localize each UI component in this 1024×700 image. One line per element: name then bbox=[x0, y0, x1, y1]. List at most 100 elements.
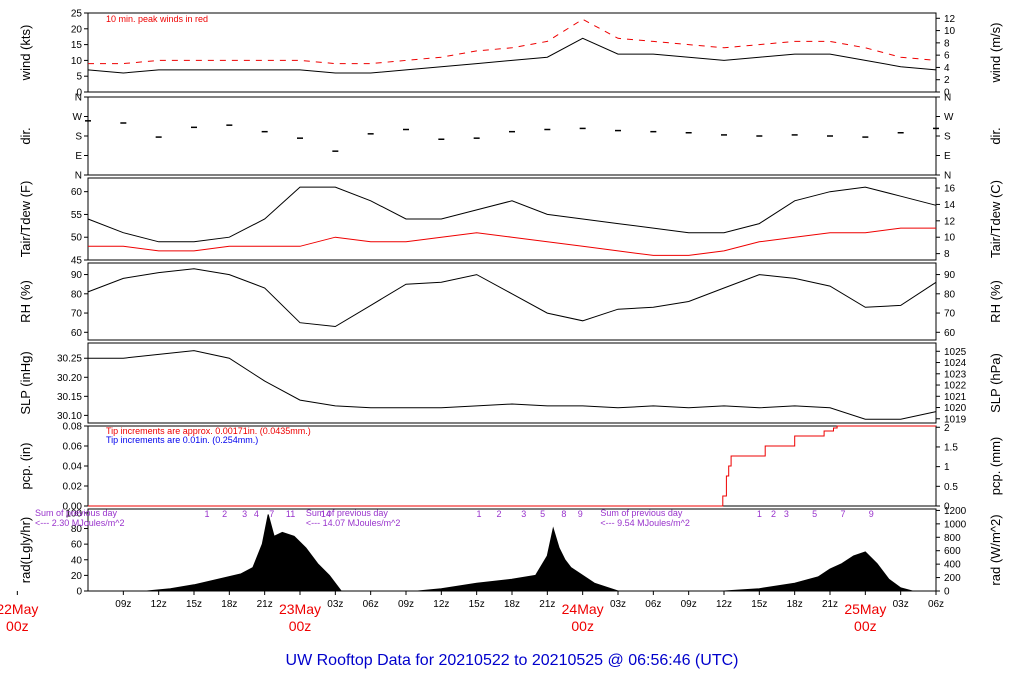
left-tick-label-dir: E bbox=[75, 151, 82, 162]
hour-mark: 1 bbox=[757, 509, 762, 519]
right-tick-label-wind: 0 bbox=[944, 88, 950, 99]
x-tick-label: 15z bbox=[469, 599, 485, 610]
left-tick-label-rad: 20 bbox=[71, 571, 83, 582]
hour-mark: 3 bbox=[784, 509, 789, 519]
x-tick-label: 12z bbox=[716, 599, 732, 610]
left-tick-label-pcp: 0.02 bbox=[63, 482, 83, 493]
tip-note-1: Tip increments are 0.01in. (0.254mm.) bbox=[106, 435, 258, 445]
ylabel-right-rad: rad (W/m^2) bbox=[988, 514, 1003, 585]
ylabel-right-rh: RH (%) bbox=[988, 280, 1003, 323]
day-label-hour: 00z bbox=[6, 618, 29, 634]
day-label-hour: 00z bbox=[854, 618, 877, 634]
hour-mark: 8 bbox=[561, 509, 566, 519]
left-tick-label-wind: 20 bbox=[71, 24, 83, 35]
hour-mark: 7 bbox=[269, 509, 274, 519]
left-tick-label-slp: 30.20 bbox=[57, 373, 82, 384]
right-tick-label-dir: N bbox=[944, 93, 951, 104]
right-tick-label-dir: S bbox=[944, 132, 951, 143]
right-tick-label-dir: E bbox=[944, 151, 951, 162]
series-direction bbox=[85, 120, 939, 152]
right-tick-label-rad: 1200 bbox=[944, 506, 967, 517]
hour-mark: 14 bbox=[321, 509, 331, 519]
left-tick-label-temp: 50 bbox=[71, 233, 83, 244]
panel-frame-dir bbox=[87, 96, 937, 176]
left-tick-label-rh: 90 bbox=[71, 270, 83, 281]
left-tick-label-slp: 30.15 bbox=[57, 392, 82, 403]
right-tick-label-wind: 4 bbox=[944, 63, 950, 74]
x-tick-label: 21z bbox=[257, 599, 273, 610]
hour-mark: 1 bbox=[477, 509, 482, 519]
panel-frame-rad bbox=[87, 508, 937, 592]
left-tick-label-rad: 0 bbox=[76, 587, 82, 598]
right-tick-label-slp: 1023 bbox=[944, 369, 967, 380]
left-tick-label-pcp: 0.06 bbox=[63, 442, 83, 453]
series-SLP bbox=[88, 350, 937, 420]
right-tick-label-rad: 200 bbox=[944, 573, 961, 584]
annotation-wind: 10 min. peak winds in red bbox=[106, 14, 208, 24]
x-tick-label: 18z bbox=[787, 599, 803, 610]
x-tick-label: 15z bbox=[751, 599, 767, 610]
right-tick-label-dir: W bbox=[944, 112, 954, 123]
left-tick-label-wind: 25 bbox=[71, 9, 83, 20]
hour-mark: 4 bbox=[254, 509, 259, 519]
right-tick-label-slp: 1025 bbox=[944, 347, 967, 358]
right-tick-label-temp: 12 bbox=[944, 216, 956, 227]
ylabel-left-wind: wind (kts) bbox=[18, 25, 33, 82]
radiation-sum-note: Sum of previous day bbox=[306, 508, 389, 518]
page-title: UW Rooftop Data for 20210522 to 20210525… bbox=[286, 652, 739, 669]
left-tick-label-rad: 60 bbox=[71, 540, 83, 551]
hour-mark: 9 bbox=[869, 509, 874, 519]
panel-frame-slp bbox=[87, 342, 937, 424]
right-tick-label-slp: 1021 bbox=[944, 392, 967, 403]
left-tick-label-temp: 60 bbox=[71, 187, 83, 198]
right-tick-label-slp: 1024 bbox=[944, 358, 967, 369]
x-tick-label: 21z bbox=[822, 599, 838, 610]
ylabel-right-wind: wind (m/s) bbox=[988, 23, 1003, 84]
x-tick-label: 06z bbox=[363, 599, 379, 610]
x-tick-label: 18z bbox=[504, 599, 520, 610]
radiation-sum-note: <--- 9.54 MJoules/m^2 bbox=[600, 518, 690, 528]
ylabel-right-slp: SLP (hPa) bbox=[988, 353, 1003, 413]
hour-mark: 11 bbox=[286, 509, 295, 519]
hour-mark: 5 bbox=[812, 509, 817, 519]
left-tick-label-slp: 30.10 bbox=[57, 411, 82, 422]
x-tick-label: 06z bbox=[928, 599, 944, 610]
panel-frame-wind bbox=[87, 12, 937, 93]
ylabel-left-slp: SLP (inHg) bbox=[18, 351, 33, 414]
ylabel-left-temp: Tair/Tdew (F) bbox=[18, 181, 33, 258]
left-tick-label-pcp: 0.04 bbox=[63, 462, 83, 473]
left-tick-label-dir: N bbox=[75, 93, 82, 104]
left-tick-label-rh: 60 bbox=[71, 328, 83, 339]
right-tick-label-rh: 60 bbox=[944, 328, 956, 339]
right-tick-label-rad: 600 bbox=[944, 546, 961, 557]
x-tick-label: 06z bbox=[645, 599, 661, 610]
hour-mark: 1 bbox=[204, 509, 209, 519]
left-tick-label-slp: 30.25 bbox=[57, 354, 82, 365]
right-tick-label-pcp: 1 bbox=[944, 462, 950, 473]
left-tick-label-pcp: 0.00 bbox=[63, 502, 83, 513]
x-tick-label: 18z bbox=[221, 599, 237, 610]
ylabel-right-pcp: pcp. (mm) bbox=[988, 437, 1003, 496]
left-tick-label-dir: W bbox=[73, 112, 83, 123]
radiation-sum-note: Sum of previous day bbox=[35, 508, 118, 518]
series-RH bbox=[87, 268, 937, 328]
x-tick-label: 09z bbox=[681, 599, 697, 610]
day-label-date: 25May bbox=[844, 601, 886, 617]
radiation-sum-note: Sum of previous day bbox=[600, 508, 683, 518]
hour-mark: 5 bbox=[540, 509, 545, 519]
ylabel-left-dir: dir. bbox=[18, 127, 33, 144]
left-tick-label-dir: S bbox=[75, 132, 82, 143]
ylabel-left-rh: RH (%) bbox=[18, 280, 33, 323]
right-tick-label-slp: 1022 bbox=[944, 381, 967, 392]
ylabel-left-pcp: pcp. (in) bbox=[18, 443, 33, 490]
right-tick-label-temp: 14 bbox=[944, 200, 956, 211]
hour-mark: 7 bbox=[840, 509, 845, 519]
hour-mark: 3 bbox=[521, 509, 526, 519]
right-tick-label-pcp: 0.5 bbox=[944, 482, 958, 493]
right-tick-label-rad: 800 bbox=[944, 533, 961, 544]
ylabel-right-dir: dir. bbox=[988, 127, 1003, 144]
left-tick-label-rad: 80 bbox=[71, 524, 83, 535]
right-tick-label-wind: 2 bbox=[944, 75, 950, 86]
day-label-hour: 00z bbox=[289, 618, 312, 634]
